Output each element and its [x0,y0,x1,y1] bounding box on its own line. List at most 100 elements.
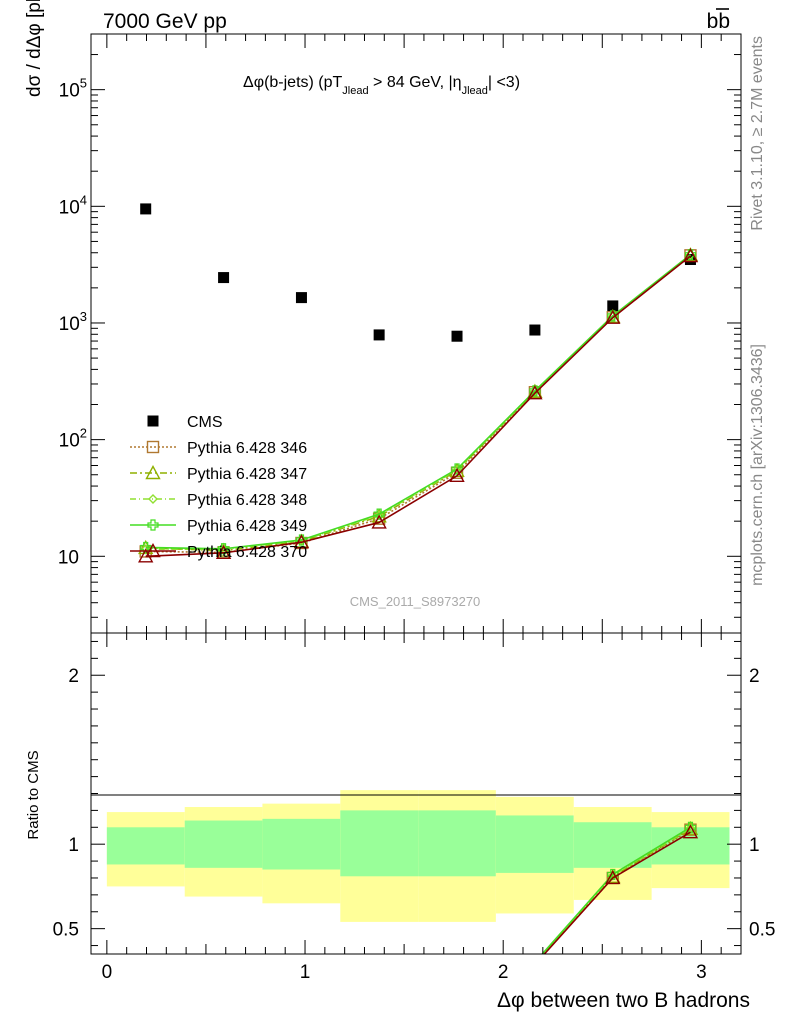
title-sub-b: Jlead [462,85,488,97]
y-tick-label-base: 10 [58,547,79,568]
series-line-p370 [145,255,691,558]
y-tick-label: 103 [59,309,87,335]
legend-item-p348: Pythia 6.428 348 [130,492,307,509]
title-sub-a: Jlead [342,85,368,97]
legend-marker-p348 [148,494,158,504]
data-point-cms [295,292,307,304]
uncertainty-band-inner [573,822,652,868]
legend-item-p346: Pythia 6.428 346 [130,440,307,457]
y-tick-label-exponent: 3 [80,309,87,324]
x-tick-label: 1 [300,962,311,983]
legend-label-p347: Pythia 6.428 347 [187,466,307,483]
y-tick-label: 104 [59,192,87,218]
x-tick-label: 0 [102,962,113,983]
ratio-y-axis-label: Ratio to CMS [25,750,42,839]
y-tick-label-exponent: 2 [80,426,87,441]
data-point-p349 [529,385,541,397]
ratio-series-p370 [543,824,699,954]
main-y-axis-label: dσ / dΔφ [pb] [24,0,45,97]
legend-item-p347: Pythia 6.428 347 [130,465,307,483]
legend-label-p349: Pythia 6.428 349 [187,518,307,535]
ratio-y-tick-label: 2 [68,666,79,687]
y-tick-label-base: 10 [59,81,80,102]
uncertainty-band-inner [184,820,263,868]
data-point-p370 [215,544,232,560]
data-point-p370 [682,248,699,263]
series-p370 [138,248,699,563]
uncertainty-band-inner [418,810,496,877]
legend-label-p370: Pythia 6.428 370 [187,544,307,561]
ratio-line-p349 [541,826,691,954]
legend-marker-p370 [145,543,161,558]
y-tick-label-exponent: 4 [80,192,87,207]
uncertainty-band-inner [262,818,341,870]
y-tick-label-base: 10 [59,314,80,335]
series-p347 [138,247,699,557]
ratio-point-p349 [684,821,697,833]
uncertainty-band-inner [651,827,730,865]
data-point-p349 [217,543,230,555]
ratio-y-tick-label-right: 0.5 [749,920,775,941]
legend-marker-cms [147,415,159,427]
process-label: bb [707,10,730,33]
ratio-ticks: 0.5 0.5 1 1 2 2 0 1 2 3 [53,633,775,983]
legend-marker-p346 [146,440,160,454]
title-part-c: | <3) [488,74,520,91]
data-point-p370 [293,534,310,549]
ratio-y-tick-label-right: 1 [749,835,760,856]
ratio-y-tick-label: 1 [68,835,79,856]
ratio-point-p370 [605,870,621,885]
legend-item-p370: Pythia 6.428 370 [130,543,307,561]
mcplots-label: mcplots.cern.ch [arXiv:1306.3436] [749,344,766,586]
y-tick-label: 105 [59,76,87,102]
data-point-cms [607,300,619,312]
data-point-cms [451,330,463,342]
x-tick-label: 3 [696,962,707,983]
uncertainty-band-inner [106,827,185,865]
data-point-cms [373,329,385,341]
x-axis-label: Δφ between two B hadrons [497,989,750,1012]
rivet-label: Rivet 3.1.10, ≥ 2.7M events [749,36,766,231]
y-tick-label: 10 [58,547,79,568]
legend-label-p346: Pythia 6.428 346 [187,440,307,457]
y-tick-label-exponent: 5 [80,76,87,91]
y-tick-label-base: 10 [59,197,80,218]
watermark: CMS_2011_S8973270 [350,594,481,609]
legend-marker-p349 [147,519,159,531]
data-point-p370 [371,514,387,529]
ratio-point-p349 [607,868,619,881]
legend-item-cms: CMS [147,414,223,431]
ratio-series-layer [541,820,699,954]
series-p346 [139,249,697,559]
legend-marker-p347 [145,465,161,480]
main-series-layer [138,203,699,563]
title-part-b: > 84 GeV, |η [369,74,462,91]
chart-title: Δφ(b-jets) (pTJlead > 84 GeV, |ηJlead| <… [243,74,520,97]
legend-label-cms: CMS [187,414,223,431]
ratio-y-tick-label-right: 2 [749,666,760,687]
ratio-panel: 0.5 0.5 1 1 2 2 0 1 2 3 Ratio to CMS Δφ between t… [25,632,775,1012]
uncertainty-band-inner [340,810,419,877]
data-point-p370 [605,309,621,324]
data-point-cms [140,203,152,215]
ratio-y-tick-label: 0.5 [53,920,79,941]
ratio-bands [106,790,730,922]
data-point-p370 [138,548,154,563]
legend: CMS Pythia 6.428 346 Pythia 6.428 347 Pythi… [130,414,307,561]
ratio-line-p370 [543,831,691,954]
data-point-cms [218,272,230,284]
ratio-point-p370 [682,824,699,839]
data-point-cms [529,324,541,336]
x-tick-label: 2 [498,962,509,983]
series-line-p349 [145,254,691,550]
energy-label: 7000 GeV pp [103,10,227,33]
data-point-p370 [527,385,543,400]
y-tick-label: 102 [59,426,87,452]
legend-label-p348: Pythia 6.428 348 [187,492,307,509]
y-tick-label-base: 10 [59,431,80,452]
title-part-a: Δφ(b-jets) (pT [243,74,343,91]
uncertainty-band-inner [495,815,574,873]
